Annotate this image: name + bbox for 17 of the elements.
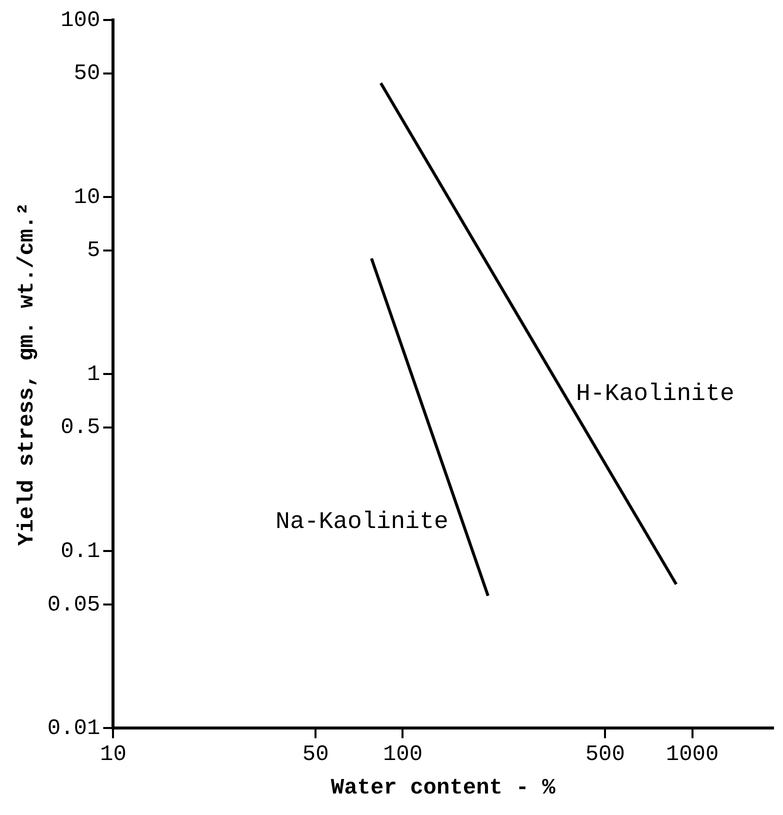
x-tick-label: 100 xyxy=(382,742,423,768)
x-tick-label: 500 xyxy=(585,742,625,768)
y-tick-label: 50 xyxy=(74,61,100,86)
x-tick-label: 50 xyxy=(302,742,329,768)
y-tick-label: 1 xyxy=(87,362,100,387)
y-tick-label: 10 xyxy=(74,184,100,210)
y-tick-label: 100 xyxy=(60,8,100,33)
x-tick-label: 1000 xyxy=(666,742,719,768)
y-tick-label: 0.01 xyxy=(47,716,100,742)
series-label: Na-Kaolinite xyxy=(276,508,448,536)
y-tick-label: 0.1 xyxy=(60,538,100,564)
y-tick-label: 5 xyxy=(87,238,100,264)
y-axis-title: Yield stress, gm. wt./cm.² xyxy=(14,202,40,546)
x-axis-title: Water content - % xyxy=(330,775,556,800)
series-label: H-Kaolinite xyxy=(576,381,734,408)
y-tick-label: 0.05 xyxy=(47,592,100,618)
y-tick-label: 0.5 xyxy=(60,415,100,440)
